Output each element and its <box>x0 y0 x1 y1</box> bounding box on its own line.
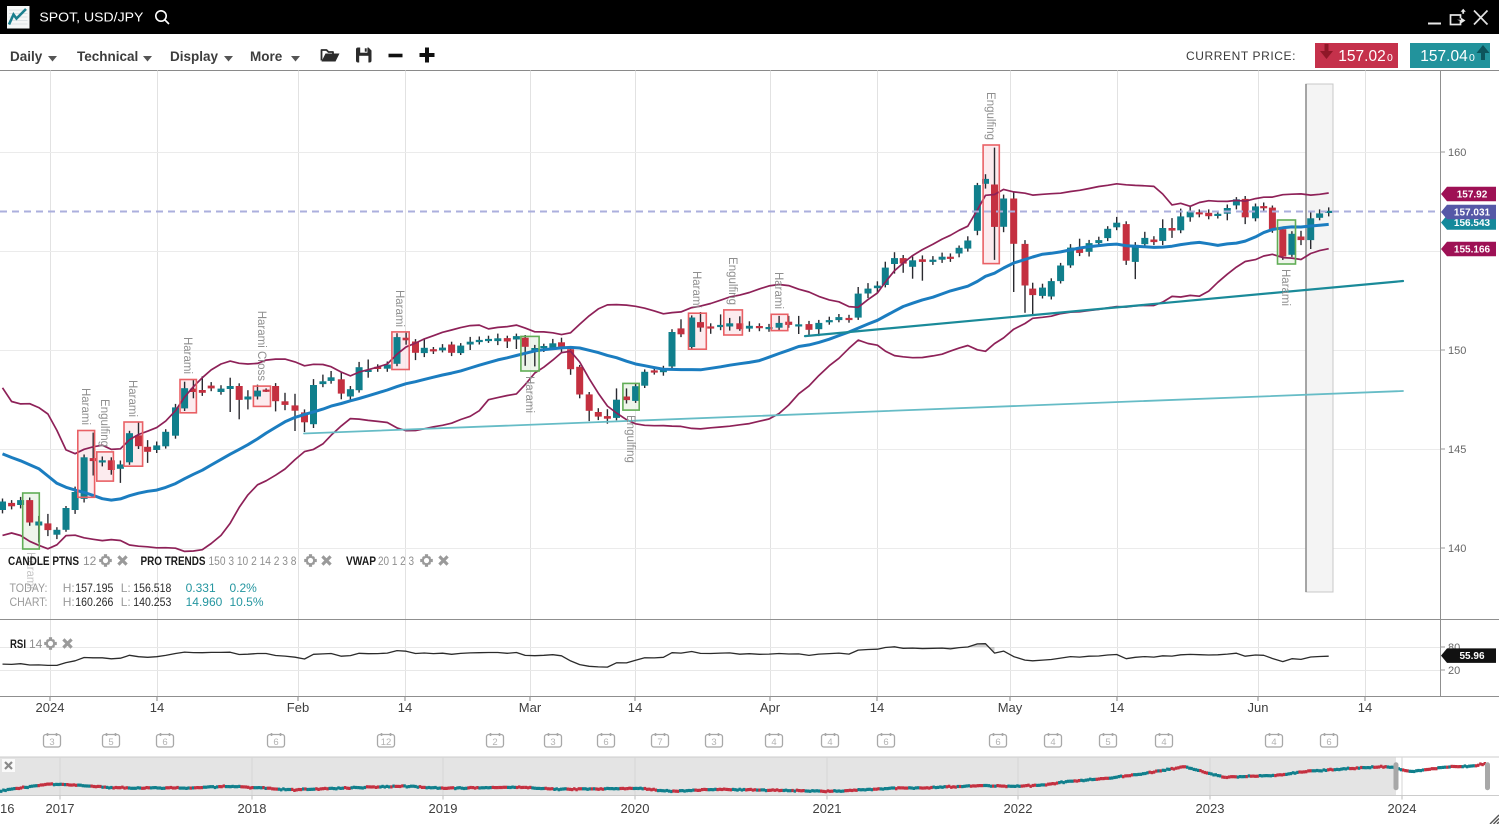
svg-text:2: 2 <box>492 737 497 748</box>
svg-text:Harami: Harami <box>772 272 784 309</box>
svg-text:More: More <box>250 49 283 64</box>
svg-text:L:: L: <box>121 595 131 609</box>
svg-text:0.2%: 0.2% <box>230 581 258 595</box>
svg-text:16: 16 <box>0 801 14 816</box>
svg-text:157.031: 157.031 <box>1454 208 1491 219</box>
svg-text:Harami: Harami <box>1279 269 1291 306</box>
svg-text:RSI: RSI <box>10 637 26 651</box>
svg-text:14: 14 <box>150 700 164 715</box>
svg-text:4: 4 <box>771 737 776 748</box>
svg-text:150: 150 <box>1448 345 1466 357</box>
svg-text:4: 4 <box>1050 737 1055 748</box>
svg-text:14: 14 <box>628 700 642 715</box>
svg-text:160: 160 <box>1448 147 1466 159</box>
svg-text:Harami: Harami <box>24 552 36 589</box>
svg-text:0: 0 <box>1387 52 1393 64</box>
svg-text:PRO TRENDS: PRO TRENDS <box>141 554 206 568</box>
svg-text:157.02: 157.02 <box>1338 48 1385 65</box>
svg-text:VWAP: VWAP <box>346 554 376 568</box>
svg-text:2022: 2022 <box>1004 801 1033 816</box>
svg-text:14: 14 <box>398 700 412 715</box>
svg-text:L:: L: <box>121 581 131 595</box>
svg-text:3: 3 <box>711 737 716 748</box>
svg-text:H:: H: <box>63 595 75 609</box>
svg-text:140: 140 <box>1448 543 1466 555</box>
svg-text:156.543: 156.543 <box>1454 218 1491 229</box>
svg-text:3: 3 <box>49 737 54 748</box>
svg-text:Jun: Jun <box>1248 700 1269 715</box>
svg-text:SPOT, USD/JPY: SPOT, USD/JPY <box>39 10 143 25</box>
svg-text:Technical: Technical <box>77 49 138 64</box>
svg-text:0: 0 <box>1469 52 1475 64</box>
svg-text:157.92: 157.92 <box>1457 190 1488 201</box>
svg-text:7: 7 <box>657 737 662 748</box>
svg-text:14.960: 14.960 <box>186 595 223 609</box>
svg-text:3: 3 <box>550 737 555 748</box>
svg-text:20 1 2 3: 20 1 2 3 <box>378 554 414 568</box>
svg-text:CURRENT PRICE:: CURRENT PRICE: <box>1186 49 1297 63</box>
svg-text:Harami: Harami <box>523 376 535 413</box>
svg-text:145: 145 <box>1448 444 1466 456</box>
svg-text:Display: Display <box>170 49 219 64</box>
svg-text:4: 4 <box>1161 737 1166 748</box>
svg-text:Engulfing: Engulfing <box>624 415 636 463</box>
svg-text:Engulfing: Engulfing <box>726 257 738 305</box>
svg-text:0.331: 0.331 <box>186 581 216 595</box>
svg-text:Harami: Harami <box>690 271 702 308</box>
svg-text:Harami: Harami <box>393 290 405 327</box>
svg-text:4: 4 <box>1271 737 1276 748</box>
svg-text:2021: 2021 <box>813 801 842 816</box>
svg-text:Apr: Apr <box>760 700 781 715</box>
svg-text:Harami: Harami <box>181 337 193 374</box>
svg-text:H:: H: <box>63 581 75 595</box>
svg-text:4: 4 <box>827 737 832 748</box>
svg-text:55.96: 55.96 <box>1459 651 1484 662</box>
svg-text:20: 20 <box>1448 665 1460 677</box>
svg-text:150 3 10 2 14 2 3 8: 150 3 10 2 14 2 3 8 <box>209 554 297 568</box>
svg-text:6: 6 <box>883 737 888 748</box>
svg-text:2023: 2023 <box>1196 801 1225 816</box>
svg-text:2020: 2020 <box>621 801 650 816</box>
svg-text:TODAY:: TODAY: <box>10 581 48 595</box>
svg-text:2017: 2017 <box>46 801 75 816</box>
svg-text:CHART:: CHART: <box>10 595 48 609</box>
svg-text:2019: 2019 <box>429 801 458 816</box>
svg-text:2018: 2018 <box>238 801 267 816</box>
svg-text:14: 14 <box>870 700 884 715</box>
svg-text:Engulfing: Engulfing <box>984 92 996 140</box>
svg-text:5: 5 <box>108 737 113 748</box>
svg-text:10.5%: 10.5% <box>230 595 264 609</box>
svg-text:14: 14 <box>1358 700 1372 715</box>
svg-text:14: 14 <box>1110 700 1124 715</box>
svg-text:6: 6 <box>1326 737 1331 748</box>
svg-text:6: 6 <box>273 737 278 748</box>
svg-text:6: 6 <box>603 737 608 748</box>
svg-text:12: 12 <box>83 554 97 568</box>
svg-text:160.266: 160.266 <box>75 595 113 609</box>
svg-text:157.195: 157.195 <box>75 581 113 595</box>
svg-text:Mar: Mar <box>519 700 542 715</box>
svg-text:140.253: 140.253 <box>133 595 171 609</box>
svg-text:155.166: 155.166 <box>1454 245 1491 256</box>
svg-text:Harami Cross: Harami Cross <box>255 311 267 382</box>
svg-text:12: 12 <box>381 737 392 748</box>
svg-text:14: 14 <box>29 637 43 651</box>
svg-text:6: 6 <box>162 737 167 748</box>
svg-text:5: 5 <box>1105 737 1110 748</box>
svg-text:156.518: 156.518 <box>133 581 171 595</box>
svg-text:Harami: Harami <box>126 380 138 417</box>
svg-text:2024: 2024 <box>36 700 65 715</box>
svg-text:2024: 2024 <box>1388 801 1417 816</box>
svg-text:Daily: Daily <box>10 49 43 64</box>
svg-text:Harami: Harami <box>79 388 91 425</box>
svg-text:157.04: 157.04 <box>1420 48 1468 65</box>
svg-text:May: May <box>998 700 1023 715</box>
svg-text:6: 6 <box>995 737 1000 748</box>
svg-text:Engulfing: Engulfing <box>98 399 110 447</box>
svg-text:CANDLE PTNS: CANDLE PTNS <box>8 554 79 568</box>
svg-text:Feb: Feb <box>287 700 309 715</box>
